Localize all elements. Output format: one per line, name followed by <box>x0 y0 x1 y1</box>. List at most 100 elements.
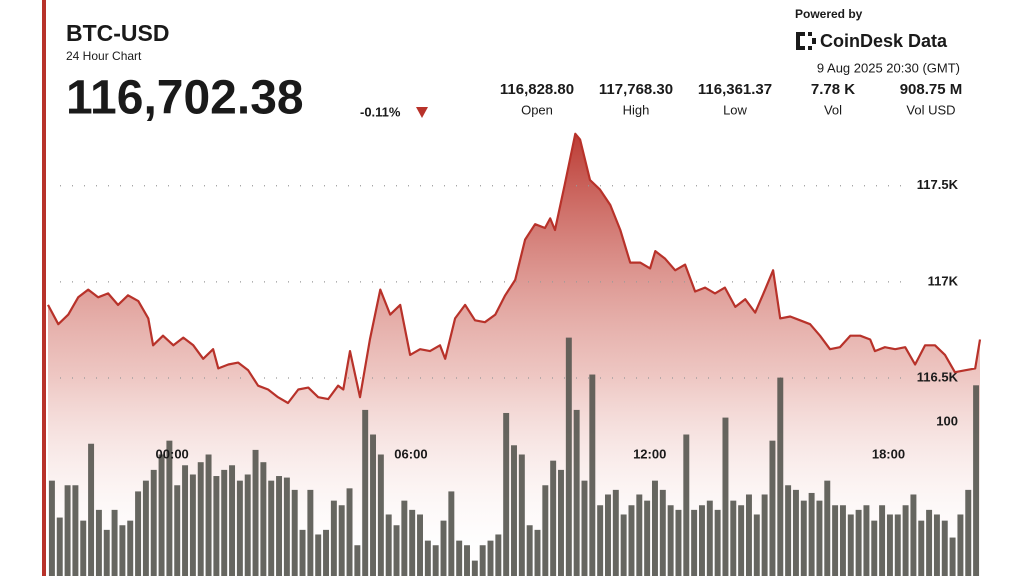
volume-bar <box>236 480 243 576</box>
volume-bar <box>706 500 713 576</box>
volume-bar <box>189 474 196 576</box>
volume-bar <box>902 505 909 576</box>
volume-bar <box>769 440 776 576</box>
volume-bar <box>753 514 760 576</box>
volume-bar <box>926 509 933 576</box>
subtitle: 24 Hour Chart <box>66 49 142 63</box>
volume-bar <box>620 514 627 576</box>
volume-bar <box>197 462 204 576</box>
volume-bar <box>95 509 102 576</box>
volume-bar <box>370 434 377 576</box>
volume-bar <box>589 374 596 576</box>
volume-bar <box>800 500 807 576</box>
volume-bar <box>48 480 55 576</box>
volume-bar <box>777 377 784 576</box>
stat-label: Vol USD <box>906 102 955 117</box>
volume-bar <box>142 480 149 576</box>
volume-bar <box>244 474 251 576</box>
logo-icon <box>796 32 816 50</box>
volume-bar <box>957 514 964 576</box>
volume-bar <box>80 520 87 576</box>
volume-bar <box>362 409 369 576</box>
volume-bar <box>56 517 63 576</box>
volume-bar <box>808 492 815 576</box>
volume-bar <box>88 443 95 576</box>
volume-bar <box>730 500 737 576</box>
stat-label: High <box>623 102 650 117</box>
stat-value: 116,361.37 <box>698 81 772 98</box>
volume-bar <box>464 545 470 576</box>
volume-bar <box>644 500 651 576</box>
volume-bar <box>401 500 408 576</box>
stat-value: 7.78 K <box>811 81 855 98</box>
volume-bar <box>698 505 705 576</box>
volume-bar <box>651 480 658 576</box>
x-tick-label: 12:00 <box>633 446 666 461</box>
stat-label: Open <box>521 102 553 117</box>
volume-bar <box>503 412 510 576</box>
volume-bar <box>894 514 901 576</box>
volume-tick-label: 100 <box>936 414 958 429</box>
volume-bar <box>252 449 259 576</box>
volume-bar <box>221 469 228 576</box>
powered-by: Powered by <box>795 7 863 21</box>
volume-bar <box>691 509 698 576</box>
stat-label: Vol <box>824 102 842 117</box>
volume-bar <box>424 540 431 576</box>
volume-bar <box>432 545 439 576</box>
volume-bar <box>581 480 588 576</box>
volume-bar <box>526 525 533 576</box>
volume-bar <box>72 485 79 576</box>
x-tick-label: 18:00 <box>872 446 905 461</box>
volume-bar <box>276 476 283 576</box>
volume-bar <box>417 514 423 576</box>
stat-value: 116,828.80 <box>500 81 574 98</box>
volume-bar <box>636 494 643 576</box>
title: BTC-USD <box>66 20 170 46</box>
x-tick-label: 00:00 <box>156 446 189 461</box>
volume-bar <box>456 540 463 576</box>
volume-bar <box>307 489 314 576</box>
volume-bar <box>738 505 745 576</box>
volume-bar <box>879 505 886 576</box>
stat-value: 908.75 M <box>900 81 963 98</box>
volume-bar <box>103 529 110 576</box>
volume-bar <box>385 514 392 576</box>
volume-bar <box>847 514 854 576</box>
volume-bar <box>111 509 118 576</box>
y-tick-label: 117K <box>928 273 959 288</box>
stat-label: Low <box>723 102 747 117</box>
price-area <box>48 133 980 576</box>
volume-bar <box>346 488 353 576</box>
volume-bar <box>283 477 290 576</box>
volume-bar <box>565 337 572 576</box>
volume-bar <box>816 500 823 576</box>
volume-bar <box>291 489 298 576</box>
volume-bar <box>542 485 549 576</box>
volume-bar <box>886 514 893 576</box>
volume-bar <box>471 560 478 576</box>
volume-bar <box>965 489 972 576</box>
down-arrow <box>416 107 428 118</box>
volume-bar <box>260 462 267 576</box>
volume-bar <box>745 494 752 576</box>
x-tick-label: 06:00 <box>394 446 427 461</box>
volume-bar <box>597 505 604 576</box>
brand: CoinDesk Data <box>820 31 948 51</box>
volume-bar <box>487 540 494 576</box>
volume-bar <box>338 505 345 576</box>
volume-bar <box>667 505 674 576</box>
volume-bar <box>910 494 917 576</box>
volume-bar <box>511 445 517 576</box>
volume-bar <box>448 491 455 576</box>
volume-bar <box>933 514 940 576</box>
volume-bar <box>792 489 799 576</box>
volume-bar <box>119 525 126 576</box>
volume-bar <box>205 454 212 576</box>
timestamp: 9 Aug 2025 20:30 (GMT) <box>817 60 960 75</box>
volume-bar <box>659 489 666 576</box>
volume-bar <box>839 505 846 576</box>
volume-bar <box>761 494 768 576</box>
volume-bar <box>550 460 557 576</box>
